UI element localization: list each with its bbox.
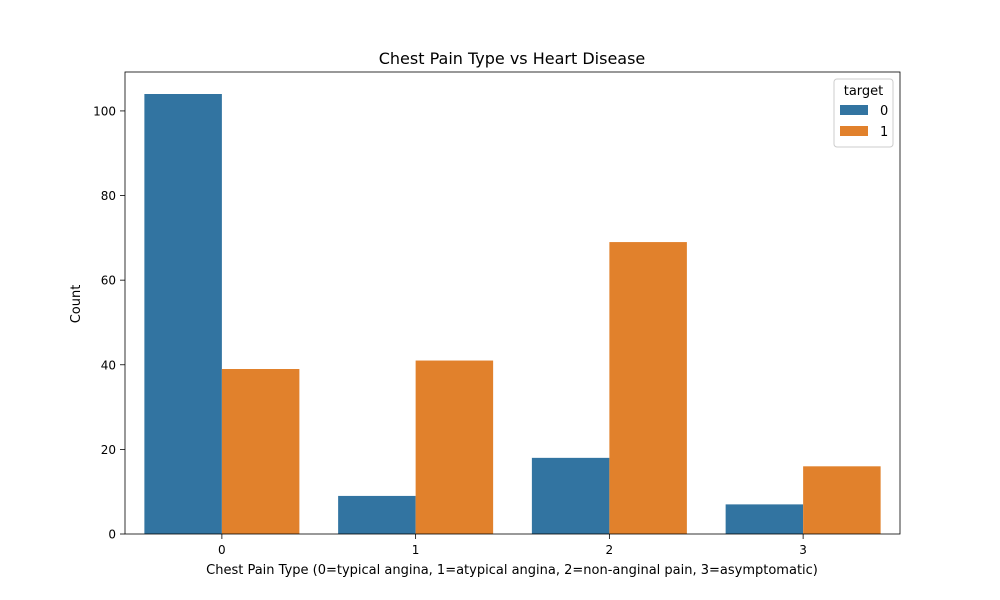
bar-cat-1-target-0 — [338, 495, 416, 534]
y-tick-label: 100 — [93, 104, 116, 118]
y-axis-label: Count — [69, 285, 84, 324]
bar-cat-2-target-0 — [531, 457, 610, 534]
x-axis-label: Chest Pain Type (0=typical angina, 1=aty… — [206, 563, 818, 578]
y-tick-label: 80 — [101, 189, 116, 203]
legend-title: target — [844, 84, 884, 99]
bar-cat-3-target-0 — [725, 504, 804, 534]
legend-label-target-0: 0 — [880, 104, 888, 119]
axes-group: 0 20 40 60 80 100 0 1 2 3 — [93, 71, 901, 557]
legend-swatch-target-1 — [840, 126, 868, 136]
bar-cat-0-target-1 — [221, 369, 300, 534]
chart-title: Chest Pain Type vs Heart Disease — [379, 49, 646, 68]
bars-group — [144, 94, 881, 534]
bar-cat-1-target-1 — [415, 360, 494, 534]
legend: target 0 1 — [833, 78, 894, 148]
legend-label-target-1: 1 — [880, 125, 888, 140]
bar-cat-3-target-1 — [803, 466, 881, 534]
x-tick-label: 1 — [412, 543, 420, 557]
bar-cat-2-target-1 — [609, 242, 687, 534]
x-tick-label: 2 — [606, 543, 614, 557]
y-tick-label: 0 — [108, 528, 116, 542]
x-tick-label: 3 — [799, 543, 807, 557]
y-tick-label: 60 — [101, 274, 116, 288]
plot-frame — [124, 71, 901, 535]
legend-swatch-target-0 — [840, 105, 868, 115]
bar-cat-0-target-0 — [144, 94, 222, 534]
y-tick-label: 20 — [101, 443, 116, 457]
x-tick-label: 0 — [218, 543, 226, 557]
y-tick-label: 40 — [101, 358, 116, 372]
